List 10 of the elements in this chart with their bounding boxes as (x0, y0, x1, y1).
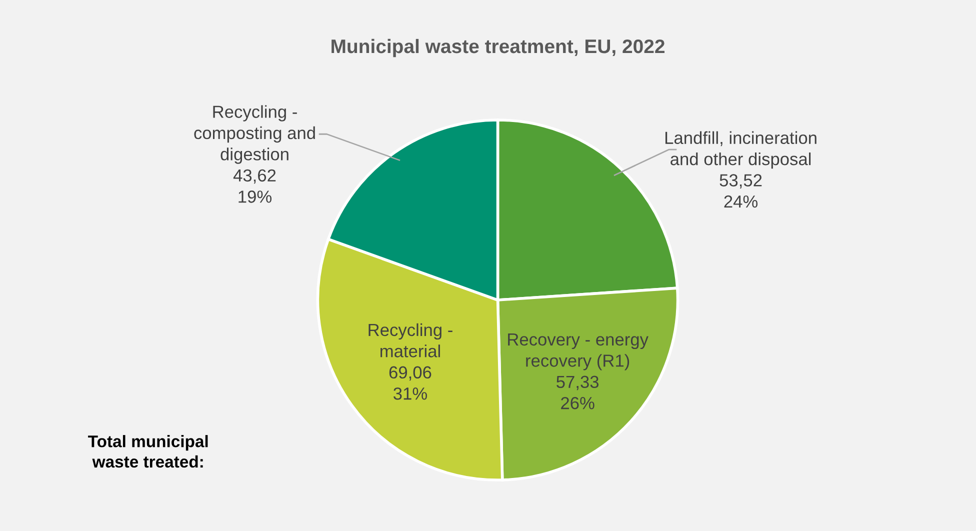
slice-label: Recycling - composting and digestion (194, 105, 315, 164)
chart-title: Municipal waste treatment, EU, 2022 (332, 38, 664, 58)
data-label: 57,33 26% (556, 376, 599, 410)
text: Total municipal waste treated: (88, 435, 208, 468)
slice-label: Recovery - energy recovery (R1) (508, 334, 648, 370)
slice-label: Recycling - material (368, 323, 452, 358)
data-label: 43,62 19% (233, 169, 276, 203)
slice-label: Landfill, incineration and other disposal (665, 131, 816, 169)
data-label: 53,52 24% (720, 174, 762, 208)
data-label: 69,06 31% (389, 366, 432, 400)
